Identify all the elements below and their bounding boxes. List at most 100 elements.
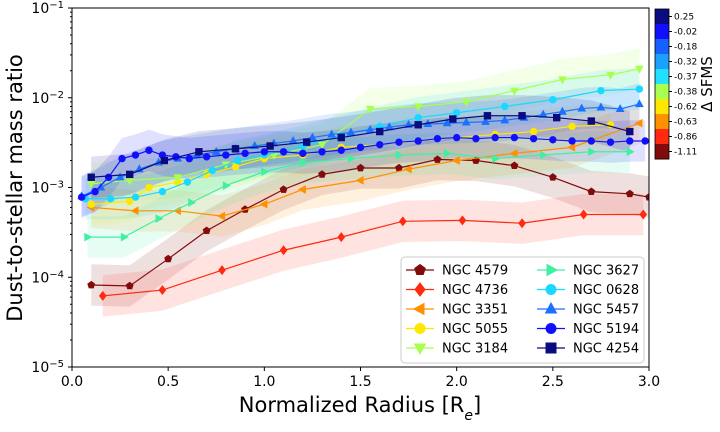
point-ngc-3351 — [217, 211, 226, 221]
point-ngc-4579 — [87, 280, 96, 289]
point-ngc-3351 — [451, 156, 460, 165]
point-ngc-5194 — [641, 137, 649, 145]
x-tick-label: 2.5 — [542, 374, 564, 390]
line-ngc-4579 — [91, 158, 649, 287]
legend-entry-ngc-4579: NGC 4579 — [406, 264, 508, 279]
point-ngc-3351 — [403, 164, 412, 174]
x-tick-label: 1.5 — [349, 374, 371, 390]
point-ngc-3627 — [222, 181, 231, 190]
point-ngc-4736 — [579, 209, 588, 220]
point-ngc-4254 — [231, 145, 240, 153]
series-ngc-3184 — [86, 65, 644, 189]
point-ngc-4254 — [126, 170, 134, 179]
legend-label: NGC 4254 — [573, 342, 639, 357]
point-ngc-0628 — [208, 166, 217, 175]
colorbar-segment — [655, 144, 669, 160]
point-ngc-5194 — [356, 143, 365, 152]
legend-entry-ngc-4736: NGC 4736 — [406, 282, 508, 298]
legend-marker-ngc-4736 — [414, 282, 426, 297]
point-ngc-3351 — [634, 118, 643, 128]
line-ngc-3627 — [87, 151, 630, 238]
point-ngc-3627 — [299, 158, 308, 167]
legend-marker-ngc-5457 — [544, 301, 558, 314]
point-ngc-3351 — [297, 185, 306, 194]
legend-entry-ngc-4254: NGC 4254 — [537, 342, 639, 357]
legend-entry-ngc-0628: NGC 0628 — [537, 283, 639, 298]
x-tick-label: 0.5 — [157, 374, 179, 390]
point-ngc-5194 — [145, 146, 153, 154]
colorbar-tick-label: -0.38 — [674, 88, 698, 98]
point-ngc-5055 — [87, 200, 95, 208]
point-ngc-5457 — [442, 118, 452, 127]
legend-entry-ngc-5194: NGC 5194 — [537, 322, 639, 337]
point-ngc-5194 — [202, 153, 211, 161]
legend-entry-ngc-5457: NGC 5457 — [537, 301, 639, 318]
point-ngc-0628 — [549, 96, 557, 104]
legend-label: NGC 3627 — [573, 264, 639, 279]
point-ngc-4736 — [518, 218, 526, 229]
point-ngc-3184 — [317, 141, 327, 150]
point-ngc-3351 — [567, 143, 576, 152]
point-ngc-5194 — [491, 133, 499, 142]
point-ngc-0628 — [597, 86, 605, 95]
point-ngc-5194 — [395, 138, 403, 146]
point-ngc-5194 — [452, 133, 461, 142]
point-ngc-5194 — [472, 134, 480, 143]
colorbar-tick-label: -0.86 — [674, 133, 698, 143]
y-tick-label: 10−2 — [31, 89, 64, 107]
point-ngc-3627 — [84, 232, 93, 242]
point-ngc-5457 — [596, 102, 606, 111]
y-tick-label: 10−4 — [31, 269, 64, 287]
point-ngc-5194 — [568, 137, 576, 145]
point-ngc-0628 — [158, 187, 167, 196]
point-ngc-4254 — [483, 112, 492, 120]
point-ngc-4736 — [218, 265, 226, 276]
point-ngc-4254 — [337, 133, 345, 142]
point-ngc-3351 — [355, 176, 364, 185]
colorbar-segment — [655, 24, 669, 40]
point-ngc-5457 — [327, 129, 337, 138]
y-axis-ticks: 10−5 10−4 10−3 10−2 10−1 — [31, 0, 72, 376]
legend-marker-ngc-4254 — [545, 342, 557, 354]
point-ngc-4254 — [552, 113, 561, 122]
band-ngc-3184 — [91, 48, 640, 205]
legend-label: NGC 3351 — [442, 303, 508, 318]
point-ngc-4254 — [376, 127, 384, 136]
point-ngc-4579 — [125, 281, 134, 290]
point-ngc-3627 — [347, 154, 356, 163]
point-ngc-5194 — [241, 149, 249, 158]
point-ngc-3184 — [173, 174, 183, 183]
point-ngc-3627 — [626, 147, 635, 157]
legend-label: NGC 4579 — [442, 264, 508, 279]
point-ngc-3351 — [130, 206, 139, 216]
point-ngc-5457 — [365, 124, 375, 133]
point-ngc-3627 — [395, 150, 404, 160]
legend-label: NGC 5055 — [442, 322, 508, 337]
point-ngc-5194 — [510, 133, 519, 142]
colorbar-tick-label: -0.62 — [674, 103, 697, 113]
legend-marker-ngc-5055 — [414, 323, 426, 334]
point-ngc-4254 — [160, 156, 169, 165]
point-ngc-5194 — [549, 136, 557, 144]
point-ngc-5194 — [77, 193, 86, 201]
point-ngc-5194 — [606, 138, 615, 146]
legend: NGC 4579 NGC 4736 NGC 3351 NGC 5055 NGC 3184… — [400, 256, 645, 364]
point-ngc-5055 — [126, 197, 134, 206]
point-ngc-3184 — [635, 65, 644, 74]
point-ngc-3184 — [510, 87, 519, 96]
point-ngc-5194 — [318, 148, 326, 156]
point-ngc-4736 — [398, 216, 407, 227]
colorbar-segment — [655, 9, 669, 25]
point-ngc-3627 — [120, 232, 129, 242]
band-ngc-0628 — [85, 68, 640, 220]
x-tick-label: 3.0 — [638, 374, 660, 390]
colorbar-segment — [655, 39, 669, 55]
point-ngc-4579 — [279, 185, 288, 193]
line-ngc-4254 — [91, 115, 630, 178]
point-ngc-3184 — [365, 105, 375, 114]
legend-marker-ngc-3351 — [412, 302, 425, 316]
point-ngc-3627 — [588, 147, 597, 157]
point-ngc-5055 — [529, 127, 538, 136]
point-ngc-0628 — [183, 178, 192, 186]
line-ngc-3351 — [91, 122, 640, 217]
